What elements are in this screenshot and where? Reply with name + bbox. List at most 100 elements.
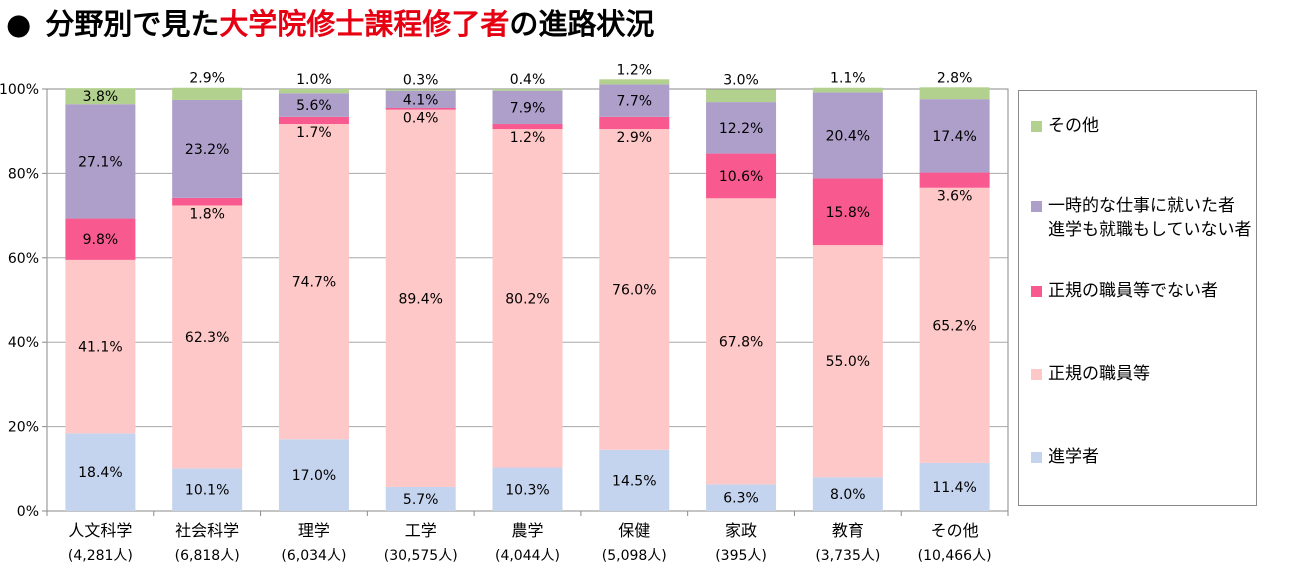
bar-segment (172, 99, 243, 198)
x-category-count: (30,575人) (384, 548, 458, 564)
data-label: 0.4% (403, 111, 439, 127)
x-category-label: 家政 (725, 521, 757, 540)
title-highlight: 大学院修士課程修了者 (219, 7, 510, 41)
data-label: 11.4% (932, 480, 976, 496)
data-label: 80.2% (505, 291, 549, 307)
data-label: 74.7% (292, 275, 336, 291)
data-label: 1.1% (830, 71, 866, 87)
x-category-label: 理学 (298, 521, 330, 540)
x-category-count: (4,281人) (68, 548, 133, 564)
bar-segment (278, 89, 349, 94)
bar-segment (278, 116, 349, 125)
x-category-count: (6,818人) (175, 548, 240, 564)
data-label: 41.1% (78, 340, 122, 356)
legend-label: 一時的な仕事に就いた者 (1048, 196, 1235, 216)
bar-segment (65, 104, 136, 219)
bar-segment (812, 178, 883, 246)
data-label: 76.0% (612, 282, 656, 298)
data-label: 18.4% (78, 465, 122, 481)
data-label: 1.2% (510, 130, 546, 146)
x-category-count: (5,098人) (602, 548, 667, 564)
data-label: 1.2% (616, 62, 652, 78)
bar-segment (812, 245, 883, 478)
x-category-count: (4,044人) (495, 548, 560, 564)
x-category-label: 人文科学 (68, 521, 132, 540)
bar-segment (706, 198, 777, 485)
bar-segment (278, 124, 349, 440)
y-tick-label: 100% (0, 82, 39, 98)
data-label: 8.0% (830, 487, 866, 503)
data-label: 14.5% (612, 473, 656, 489)
bar-segment (919, 172, 990, 188)
x-category-label: 保健 (618, 521, 650, 540)
bar-segment (919, 99, 990, 173)
page-title: ● 分野別で見た大学院修士課程修了者の進路状況 (6, 3, 654, 45)
bar-segment (172, 197, 243, 206)
data-label: 89.4% (398, 291, 442, 307)
bar-segment (385, 486, 456, 511)
data-label: 3.0% (723, 72, 759, 88)
bar-segment (812, 92, 883, 179)
legend-swatch (1031, 121, 1042, 132)
data-label: 7.7% (616, 94, 652, 110)
y-tick-label: 20% (8, 420, 39, 436)
bar-segment (65, 88, 136, 105)
bar-segment (492, 124, 563, 130)
data-label: 2.8% (937, 70, 973, 86)
bar-segment (492, 129, 563, 468)
title-part-2: の進路状況 (509, 7, 655, 41)
data-label: 0.3% (403, 72, 439, 88)
data-label: 27.1% (78, 154, 122, 170)
legend-swatch (1031, 286, 1042, 297)
bar-segment (492, 90, 563, 125)
bar-segment (172, 205, 243, 469)
data-label: 5.7% (403, 492, 439, 508)
stacked-bar-chart: 0% 20% 40% 60% 80% 100% 18.4% 41.1% 9.8% 27.1% 3.8… (0, 62, 1009, 564)
x-category-count: (6,034人) (281, 548, 346, 564)
data-label: 9.8% (83, 232, 119, 248)
bar-segment (492, 89, 563, 91)
bar-segment (492, 467, 563, 511)
x-category-label: 農学 (511, 521, 543, 540)
title-part-1: 分野別で見た (45, 7, 220, 41)
data-label: 10.3% (505, 482, 549, 498)
bar-segment (385, 109, 456, 487)
legend-swatch (1031, 201, 1042, 212)
x-category-count: (3,735人) (815, 548, 880, 564)
bar-segment (706, 102, 777, 154)
data-label: 1.7% (296, 125, 332, 141)
bar-segment (599, 116, 670, 130)
bar-segment (812, 477, 883, 511)
data-label: 15.8% (826, 205, 870, 221)
data-label: 17.4% (932, 129, 976, 145)
bar-segment (919, 87, 990, 100)
y-tick-label: 0% (17, 504, 39, 520)
bar-segment (706, 484, 777, 511)
bar-segment (599, 84, 670, 117)
bar-segment (706, 153, 777, 199)
data-label: 1.8% (189, 206, 225, 222)
bar-segment (599, 449, 670, 511)
bar-segment (65, 433, 136, 511)
data-label: 55.0% (826, 354, 870, 370)
data-label: 2.9% (189, 71, 225, 87)
legend-swatch (1031, 452, 1042, 463)
bar-segment (65, 218, 136, 260)
y-tick-label: 80% (8, 166, 39, 182)
legend-label: 正規の職員等 (1048, 364, 1150, 384)
title-bullet: ● (6, 7, 32, 41)
data-label: 62.3% (185, 330, 229, 346)
legend-label: その他 (1048, 116, 1099, 136)
bar-segment (385, 107, 456, 110)
legend: その他 一時的な仕事に就いた者 進学も就職もしていない者 正規の職員等でない者 正規の職… (1018, 90, 1257, 506)
x-category-label: 社会科学 (175, 521, 239, 540)
y-tick-label: 40% (8, 335, 39, 351)
data-label: 1.0% (296, 72, 332, 88)
bar-segment (812, 87, 883, 93)
bar-segment (65, 259, 136, 434)
data-label: 6.3% (723, 491, 759, 507)
data-label: 65.2% (932, 318, 976, 334)
data-label: 67.8% (719, 334, 763, 350)
x-category-count: (395人) (715, 548, 767, 564)
bar-segment (919, 187, 990, 463)
